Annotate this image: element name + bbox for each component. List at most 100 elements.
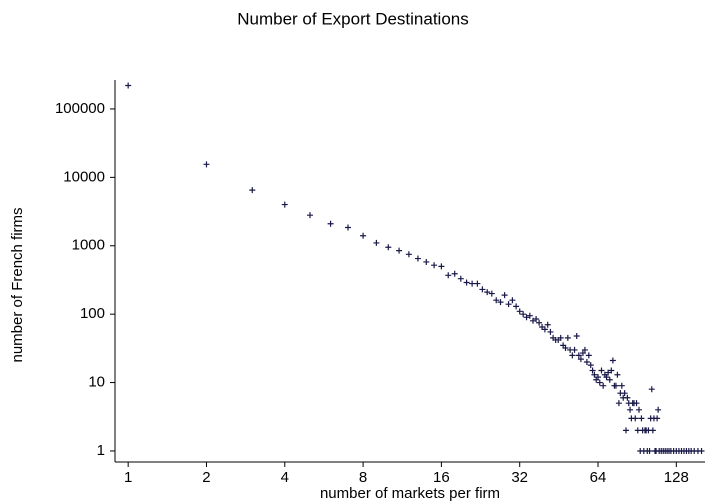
point <box>125 82 132 89</box>
point <box>513 303 520 310</box>
point <box>474 280 481 287</box>
point <box>533 315 540 322</box>
x-tick-label: 1 <box>124 469 132 486</box>
point <box>579 350 586 357</box>
point <box>501 292 508 299</box>
point <box>451 270 458 277</box>
point <box>621 390 628 397</box>
point <box>488 290 495 297</box>
point <box>414 255 421 262</box>
point <box>585 352 592 359</box>
point <box>648 386 655 393</box>
x-tick-label: 128 <box>664 469 689 486</box>
point <box>569 352 576 359</box>
y-tick-label: 10000 <box>63 168 105 185</box>
point <box>589 367 596 374</box>
y-tick-label: 100000 <box>55 100 105 117</box>
x-axis-label: number of markets per firm <box>320 485 500 502</box>
point <box>627 406 634 413</box>
point <box>587 362 594 369</box>
point <box>655 406 662 413</box>
point <box>605 369 612 376</box>
point <box>463 279 470 286</box>
point <box>457 275 464 282</box>
point <box>623 427 630 434</box>
point <box>249 187 256 194</box>
point <box>385 244 392 251</box>
point <box>536 319 543 326</box>
point <box>583 358 590 365</box>
x-tick-label: 64 <box>590 469 607 486</box>
point <box>541 326 548 333</box>
point <box>530 317 537 324</box>
point <box>557 334 564 341</box>
point <box>618 382 625 389</box>
point <box>423 258 430 265</box>
point <box>509 297 516 304</box>
point <box>405 251 412 258</box>
x-tick-label: 32 <box>511 469 528 486</box>
x-tick-label: 2 <box>202 469 210 486</box>
point <box>571 346 578 353</box>
point <box>654 415 661 422</box>
point <box>516 308 523 315</box>
point <box>484 289 491 296</box>
point <box>497 299 504 306</box>
point <box>547 328 554 335</box>
point <box>638 415 645 422</box>
point <box>603 374 610 381</box>
y-tick-label: 10 <box>88 374 105 391</box>
point <box>469 280 476 287</box>
point <box>479 286 486 293</box>
point <box>544 321 551 328</box>
x-tick-label: 8 <box>359 469 367 486</box>
point <box>615 400 622 407</box>
point <box>431 262 438 269</box>
y-tick-label: 1000 <box>72 237 105 254</box>
point <box>438 263 445 270</box>
point <box>577 356 584 363</box>
point <box>493 297 500 304</box>
point <box>526 312 533 319</box>
point <box>445 272 452 279</box>
point <box>373 239 380 246</box>
point <box>396 247 403 254</box>
y-tick-label: 1 <box>97 442 105 459</box>
point <box>575 352 582 359</box>
x-tick-label: 4 <box>281 469 289 486</box>
y-axis-label: number of French firms <box>9 207 26 362</box>
point <box>600 382 607 389</box>
point <box>646 447 653 454</box>
point <box>608 367 615 374</box>
point <box>581 346 588 353</box>
point <box>598 367 605 374</box>
point <box>633 400 640 407</box>
chart-title: Number of Export Destinations <box>237 9 469 28</box>
point <box>281 201 288 208</box>
point <box>562 345 569 352</box>
x-tick-label: 16 <box>433 469 450 486</box>
point <box>698 447 705 454</box>
point <box>564 334 571 341</box>
point <box>523 314 530 321</box>
point <box>306 212 313 219</box>
point <box>345 224 352 231</box>
point <box>636 406 643 413</box>
point <box>595 374 602 381</box>
y-tick-label: 100 <box>80 305 105 322</box>
point <box>520 311 527 318</box>
point <box>203 161 210 168</box>
point <box>606 376 613 383</box>
point <box>327 220 334 227</box>
point <box>612 382 619 389</box>
point <box>649 427 656 434</box>
point <box>632 415 639 422</box>
point <box>596 379 603 386</box>
point <box>624 394 631 401</box>
point <box>609 357 616 364</box>
point <box>591 371 598 378</box>
point <box>360 232 367 239</box>
point <box>614 371 621 378</box>
